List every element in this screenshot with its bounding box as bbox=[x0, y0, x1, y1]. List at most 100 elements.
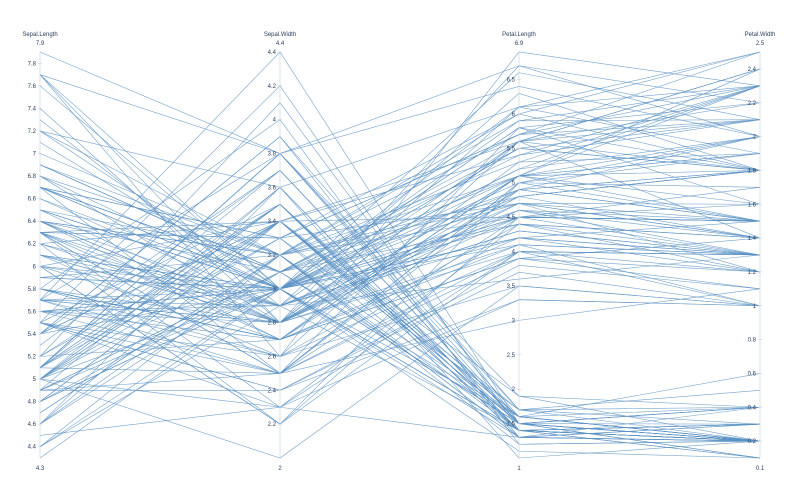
tick-label: 5.4 bbox=[28, 332, 37, 338]
tick-label: 7.6 bbox=[28, 84, 37, 90]
tick-label: 6 bbox=[33, 264, 37, 270]
data-line-42 bbox=[39, 406, 761, 438]
data-line-122 bbox=[39, 136, 761, 323]
data-line-92 bbox=[39, 209, 761, 290]
data-line-141 bbox=[39, 68, 761, 273]
tick-label: 0.2 bbox=[748, 439, 757, 445]
tick-label: 7.2 bbox=[28, 129, 37, 135]
tick-label: 2.8 bbox=[268, 321, 277, 327]
data-line-91 bbox=[39, 223, 761, 357]
tick-label: 1.5 bbox=[507, 422, 516, 428]
tick-label: 4.5 bbox=[507, 215, 516, 221]
data-line-94 bbox=[39, 299, 761, 408]
data-line-130 bbox=[39, 127, 761, 290]
tick-label: 5 bbox=[512, 181, 516, 187]
data-line-115 bbox=[39, 68, 761, 323]
tick-label: 3.2 bbox=[268, 253, 277, 259]
data-line-86 bbox=[39, 203, 761, 267]
tick-label: 0.4 bbox=[748, 405, 757, 411]
data-line-11 bbox=[39, 170, 761, 442]
tick-label: 3.4 bbox=[268, 219, 277, 225]
axis-title-2: Sepal.Width bbox=[264, 32, 296, 38]
data-line-58 bbox=[40, 299, 761, 391]
axis-title-4: Petal.Width bbox=[745, 32, 776, 38]
tick-label: 3 bbox=[512, 318, 516, 324]
data-line-147 bbox=[39, 153, 761, 374]
tick-label: 7.9 bbox=[36, 41, 45, 47]
tick-label: 1.8 bbox=[748, 168, 757, 174]
axis-2[interactable]: Sepal.Width 2 2.2 2.4 2.6 2.8 3 3.2 3.4 3.6 3.8 4 4.… bbox=[264, 32, 296, 472]
data-line-117 bbox=[39, 148, 761, 290]
tick-label: 7 bbox=[33, 152, 37, 158]
data-line-148 bbox=[39, 136, 761, 290]
tick-label: 2 bbox=[512, 387, 516, 393]
tick-label: 6.8 bbox=[28, 174, 37, 180]
tick-label: 4.4 bbox=[268, 50, 277, 56]
tick-label: 3.8 bbox=[268, 152, 277, 158]
data-line-80 bbox=[39, 285, 761, 357]
data-line-9 bbox=[39, 305, 761, 447]
axis-3[interactable]: Petal.Length 1 1.5 2 2.5 3 3.5 4 4.5 5 5.5 6 6.5 6.9 bbox=[502, 32, 536, 472]
data-line-142 bbox=[39, 85, 761, 273]
data-line-90 bbox=[39, 251, 761, 374]
tick-label: 5.5 bbox=[507, 146, 516, 152]
tick-label: 6.4 bbox=[28, 219, 37, 225]
tick-label: 6.9 bbox=[515, 41, 524, 47]
tick-label: 4.3 bbox=[36, 466, 45, 472]
data-line-144 bbox=[39, 85, 761, 256]
tick-label: 0.8 bbox=[748, 338, 757, 344]
data-line-110 bbox=[39, 51, 761, 188]
data-lines-layer bbox=[39, 51, 761, 459]
data-line-118 bbox=[39, 65, 761, 154]
data-line-112 bbox=[39, 153, 761, 340]
data-line-126 bbox=[39, 113, 761, 256]
data-line-138 bbox=[39, 148, 761, 273]
data-line-64 bbox=[39, 203, 761, 307]
axis-title-3: Petal.Length bbox=[502, 32, 536, 38]
tick-label: 5.2 bbox=[28, 355, 37, 361]
tick-label: 6.6 bbox=[28, 197, 37, 203]
data-line-88 bbox=[39, 223, 761, 408]
tick-label: 6 bbox=[512, 112, 516, 118]
tick-label: 6.5 bbox=[507, 78, 516, 84]
tick-label: 6.2 bbox=[28, 242, 37, 248]
axis-1[interactable]: Sepal.Length 4.3 4.4 4.6 4.8 5 5.2 5.4 5.6 5.8 6 6.… bbox=[22, 32, 57, 472]
data-line-149 bbox=[39, 85, 761, 245]
tick-label: 4.2 bbox=[268, 84, 277, 90]
tick-label: 7.8 bbox=[28, 61, 37, 67]
tick-label: 5.8 bbox=[28, 287, 37, 293]
data-line-93 bbox=[39, 251, 761, 357]
tick-label: 4 bbox=[273, 118, 277, 124]
data-line-43 bbox=[39, 254, 761, 447]
data-line-116 bbox=[39, 85, 761, 256]
tick-label: 3.6 bbox=[268, 185, 277, 191]
data-line-135 bbox=[39, 141, 761, 357]
tick-label: 4.6 bbox=[28, 422, 37, 428]
tick-label: 4 bbox=[512, 250, 516, 256]
tick-label: 4.8 bbox=[28, 400, 37, 406]
tick-label: 2.4 bbox=[748, 67, 757, 73]
data-line-101 bbox=[39, 51, 761, 239]
data-line-47 bbox=[39, 153, 761, 442]
data-line-99 bbox=[39, 288, 761, 374]
tick-label: 4.4 bbox=[276, 41, 285, 47]
axis-4[interactable]: Petal.Width 0.1 0.2 0.4 0.6 0.8 1 1.2 1.4 1.6 1.8 2… bbox=[745, 32, 776, 472]
data-line-96 bbox=[39, 237, 761, 301]
tick-label: 1 bbox=[753, 304, 757, 310]
data-line-49 bbox=[39, 170, 761, 442]
data-line-145 bbox=[39, 51, 761, 239]
tick-label: 2 bbox=[278, 466, 282, 472]
data-line-132 bbox=[39, 51, 761, 154]
tick-label: 2.5 bbox=[756, 41, 765, 47]
tick-label: 2.4 bbox=[268, 388, 277, 394]
axis-title-1: Sepal.Length bbox=[22, 32, 57, 38]
tick-label: 3.5 bbox=[507, 284, 516, 290]
tick-label: 5.6 bbox=[28, 309, 37, 315]
data-line-120 bbox=[39, 182, 761, 425]
data-line-121 bbox=[39, 85, 761, 256]
tick-label: 4.4 bbox=[28, 445, 37, 451]
tick-label: 2.5 bbox=[507, 353, 516, 359]
tick-label: 2.6 bbox=[268, 355, 277, 361]
tick-label: 2.2 bbox=[748, 101, 757, 107]
